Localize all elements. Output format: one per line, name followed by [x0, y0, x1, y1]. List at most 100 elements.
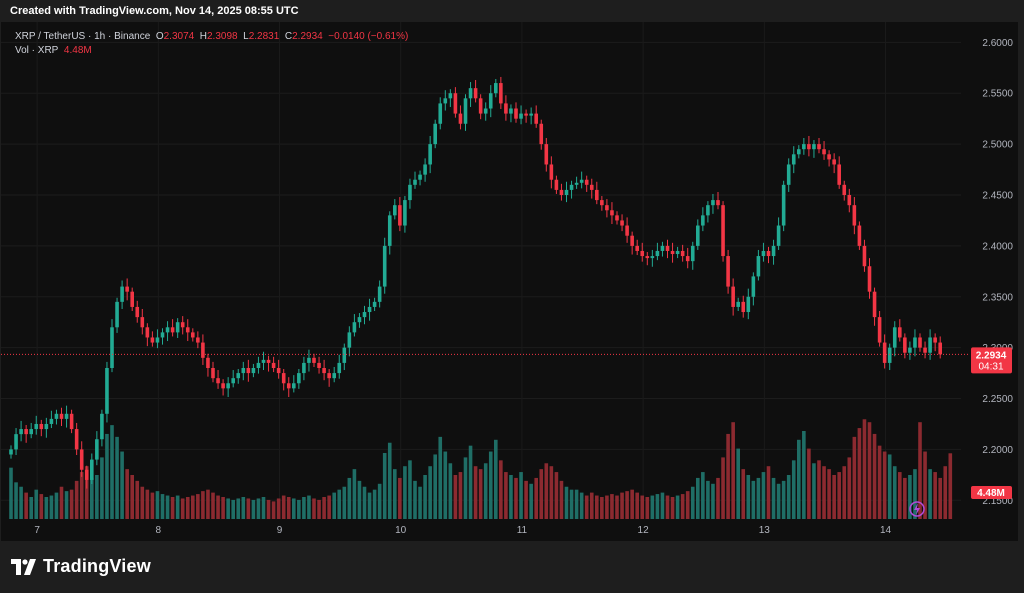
- candle-body: [135, 306, 140, 318]
- candle-body: [297, 373, 301, 384]
- volume-bar: [140, 486, 145, 519]
- candle-body: [54, 413, 59, 419]
- candle-body: [377, 286, 382, 302]
- volume-bar: [776, 483, 781, 519]
- volume-bar: [246, 498, 251, 519]
- candle-body: [191, 332, 195, 338]
- volume-bar: [817, 460, 821, 519]
- candle-body: [877, 317, 882, 343]
- volume-bar: [332, 492, 336, 519]
- top-bar: Created with TradingView.com, Nov 14, 20…: [0, 0, 1024, 22]
- lightning-bolt: [914, 503, 920, 515]
- bar-countdown: 04:31: [978, 361, 1003, 372]
- volume-label[interactable]: Vol · XRP: [15, 45, 59, 56]
- candle-body: [170, 327, 175, 333]
- volume-bar: [216, 495, 220, 519]
- candle-body: [650, 256, 655, 259]
- candle-body: [84, 469, 89, 480]
- y-tick-label: 2.2000: [982, 445, 1013, 456]
- candle-body: [393, 205, 397, 216]
- volume-bar: [509, 475, 513, 519]
- volume-bar: [170, 497, 175, 519]
- candle-body: [110, 327, 114, 368]
- candle-body: [771, 245, 776, 257]
- candle-body: [362, 312, 367, 318]
- candle-body: [79, 449, 84, 470]
- volume-bar: [276, 498, 281, 519]
- volume-bar: [610, 494, 614, 519]
- candle-body: [726, 256, 730, 287]
- volume-bar: [701, 472, 705, 519]
- volume-bar: [529, 483, 533, 519]
- candle-body: [271, 362, 276, 368]
- candle-body: [802, 144, 806, 150]
- volume-bar: [579, 492, 584, 519]
- volume-bar: [54, 492, 59, 519]
- volume-bar: [312, 498, 316, 519]
- candle-body: [892, 327, 897, 348]
- volume-bar: [499, 460, 503, 519]
- candle-body: [105, 368, 109, 414]
- volume-bar: [150, 492, 155, 519]
- candle-body: [29, 429, 33, 435]
- volume-bar: [125, 469, 129, 519]
- candlestick-chart[interactable]: 2.6000 2.5500 2.5000 2.4500 2.4000 2.3500 2.30…: [1, 22, 1018, 541]
- volume-bar: [256, 498, 261, 519]
- candle-body: [584, 179, 589, 185]
- candle-body: [781, 184, 786, 226]
- volume-bar: [322, 497, 326, 519]
- volume-bar: [569, 489, 574, 519]
- volume-bar: [145, 489, 150, 519]
- candle-body: [741, 301, 746, 313]
- candle-body: [160, 332, 165, 338]
- volume-bar: [155, 491, 160, 519]
- x-tick-label: 13: [759, 525, 771, 536]
- volume-bar: [615, 495, 619, 519]
- volume-bar: [19, 486, 23, 519]
- volume-bar: [453, 475, 458, 519]
- y-tick-label: 2.6000: [982, 38, 1013, 49]
- tradingview-logo[interactable]: TradingView: [11, 556, 151, 577]
- volume-bar: [872, 433, 877, 519]
- volume-bar: [84, 466, 89, 519]
- candle-body: [448, 93, 453, 99]
- candle-body: [665, 245, 670, 251]
- volume-bar: [342, 486, 347, 519]
- volume-bar: [433, 454, 437, 519]
- chart-panel[interactable]: 2.6000 2.5500 2.5000 2.4500 2.4000 2.3500 2.30…: [1, 22, 1018, 541]
- volume-bar: [90, 477, 94, 519]
- volume-bar: [105, 433, 109, 519]
- symbol-label[interactable]: XRP / TetherUS · 1h · Binance: [15, 31, 151, 42]
- candle-body: [276, 368, 281, 374]
- candle-body: [569, 184, 574, 190]
- volume-bar: [736, 448, 740, 519]
- low-value: 2.2831: [248, 31, 280, 42]
- volume-bar: [539, 469, 544, 519]
- candle-body: [19, 429, 23, 435]
- candle-body: [473, 88, 478, 99]
- candle-body: [206, 357, 210, 368]
- volume-bar: [867, 422, 872, 519]
- candle-body: [640, 250, 645, 257]
- candle-body: [256, 362, 261, 368]
- volume-bar: [600, 497, 604, 519]
- volume-bar: [327, 495, 331, 519]
- lightning-icon[interactable]: [909, 501, 925, 517]
- y-tick-label: 2.4000: [982, 241, 1013, 252]
- created-with-text: Created with TradingView.com, Nov 14, 20…: [10, 5, 299, 17]
- volume-bar: [685, 491, 690, 519]
- candle-body: [559, 189, 564, 195]
- x-tick-label: 14: [880, 525, 892, 536]
- y-tick-label: 2.1500: [982, 496, 1013, 507]
- candle-body: [690, 245, 695, 262]
- candle-body: [625, 225, 629, 236]
- last-price-value: 2.2934: [976, 350, 1007, 361]
- volume-bar: [418, 486, 422, 519]
- candle-body: [670, 250, 675, 255]
- volume-bar: [903, 477, 907, 519]
- candle-body: [519, 113, 523, 119]
- x-tick-label: 11: [517, 525, 528, 536]
- candle-body: [918, 337, 922, 348]
- volume-bar: [185, 497, 190, 519]
- volume-bar: [675, 495, 680, 519]
